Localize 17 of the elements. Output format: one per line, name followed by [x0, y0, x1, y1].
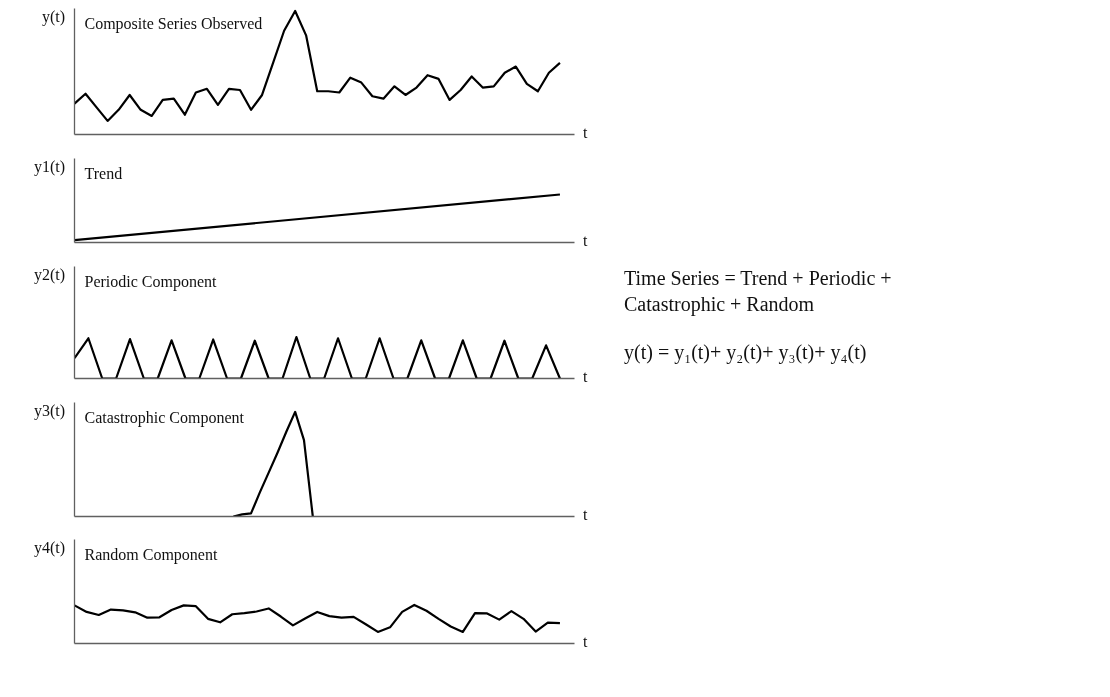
chart-title: Trend: [84, 164, 123, 182]
chart-title: Random Component: [84, 545, 218, 564]
x-axis-title: t: [583, 123, 588, 143]
chart-title: Catastrophic Component: [84, 408, 245, 427]
y-axis-title: y(t): [41, 7, 65, 28]
x-axis-title: t: [583, 632, 588, 653]
x-axis-title: t: [583, 366, 588, 387]
chart-title: Periodic Component: [84, 272, 218, 291]
y-axis-title: y3(t): [33, 400, 65, 422]
text: y(t) = y₁(t)+ y₂(t)+ y₃(t)+ y₄(t): [624, 340, 868, 365]
y-axis-title: y1(t): [33, 156, 65, 178]
text: Time Series = Trend + Periodic + Catastrophic + Random: [624, 266, 893, 317]
y-axis-title: y4(t): [33, 538, 65, 559]
chart-title: Composite Series Observed: [84, 14, 263, 33]
y-axis-title: y2(t): [33, 264, 65, 286]
x-axis-title: t: [583, 230, 588, 251]
x-axis-title: t: [583, 504, 588, 525]
